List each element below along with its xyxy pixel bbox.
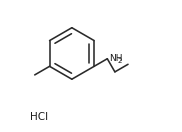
Text: HCl: HCl bbox=[30, 112, 48, 122]
Text: NH: NH bbox=[109, 54, 122, 63]
Text: 2: 2 bbox=[117, 58, 121, 64]
